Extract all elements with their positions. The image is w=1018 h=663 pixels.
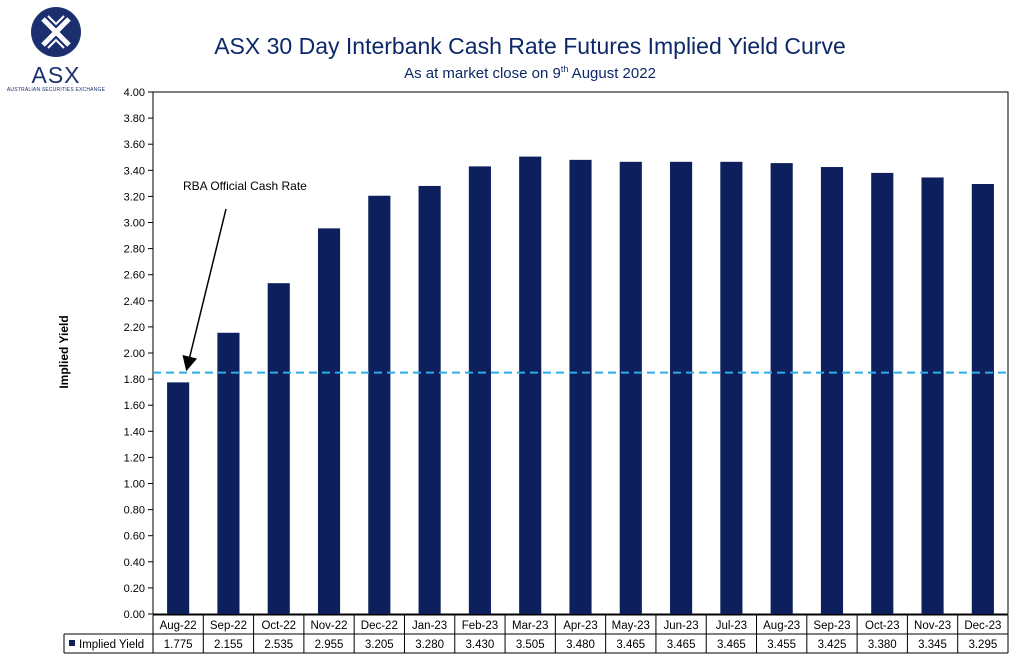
legend-label: Implied Yield [79, 639, 144, 651]
data-label: 3.280 [415, 639, 444, 651]
chart-title: ASX 30 Day Interbank Cash Rate Futures I… [214, 33, 846, 59]
x-tick-label: Jun-23 [664, 620, 699, 632]
bar [921, 177, 944, 615]
subtitle-prefix: As at market close on 9 [404, 65, 561, 82]
y-tick-label: 1.80 [124, 374, 145, 386]
reference-line-label: RBA Official Cash Rate [183, 179, 307, 193]
data-label: 2.155 [214, 639, 243, 651]
y-tick-label: 4.00 [124, 87, 145, 99]
x-tick-label: Feb-23 [462, 620, 498, 632]
bar [971, 184, 994, 614]
bar [720, 161, 743, 614]
data-label: 2.535 [264, 639, 293, 651]
y-tick-label: 2.20 [124, 322, 145, 334]
y-tick-label: 0.20 [124, 583, 145, 595]
bar [267, 283, 290, 614]
reference-arrow [182, 208, 227, 372]
y-tick-label: 1.40 [124, 426, 145, 438]
x-tick-label: Nov-22 [310, 620, 347, 632]
y-tick-label: 3.60 [124, 139, 145, 151]
bar [468, 166, 491, 614]
data-label: 3.505 [516, 639, 545, 651]
bar [217, 332, 240, 614]
logo-subtext: AUSTRALIAN SECURITIES EXCHANGE [6, 87, 106, 93]
data-label: 3.345 [918, 639, 947, 651]
bar [770, 163, 793, 614]
chart-subtitle: As at market close on 9th August 2022 [130, 64, 930, 82]
x-tick-label: Oct-22 [261, 620, 296, 632]
legend-swatch [69, 640, 75, 646]
y-tick-label: 3.40 [124, 165, 145, 177]
y-tick-label: 2.60 [124, 270, 145, 282]
y-tick-label: 1.20 [124, 452, 145, 464]
data-label: 3.465 [667, 639, 696, 651]
x-tick-label: Mar-23 [512, 620, 548, 632]
data-label: 3.425 [818, 639, 847, 651]
x-tick-label: Jan-23 [412, 620, 447, 632]
data-label: 3.465 [717, 639, 746, 651]
data-label: 3.430 [466, 639, 495, 651]
x-tick-label: Sep-22 [210, 620, 247, 632]
y-tick-label: 1.00 [124, 479, 145, 491]
data-label: 3.205 [365, 639, 394, 651]
bar [519, 156, 542, 614]
bar [670, 161, 693, 614]
subtitle-suffix: August 2022 [568, 65, 656, 82]
asx-emblem-icon [31, 7, 81, 57]
data-label: 3.295 [968, 639, 997, 651]
data-label: 2.955 [315, 639, 344, 651]
bar [167, 382, 190, 614]
bar [418, 185, 441, 614]
y-tick-label: 2.00 [124, 348, 145, 360]
subtitle-sup: th [560, 64, 569, 74]
y-tick-label: 0.40 [124, 557, 145, 569]
x-tick-label: Aug-22 [160, 620, 197, 632]
bar [871, 172, 894, 614]
y-tick-label: 3.80 [124, 113, 145, 125]
x-tick-label: Nov-23 [914, 620, 951, 632]
bar [569, 159, 592, 615]
x-tick-label: Oct-23 [865, 620, 900, 632]
data-label: 3.380 [868, 639, 897, 651]
asx-logo: ASX AUSTRALIAN SECURITIES EXCHANGE [6, 4, 106, 96]
logo-text: ASX [31, 62, 81, 88]
x-tick-label: Dec-23 [964, 620, 1001, 632]
y-tick-label: 0.60 [124, 531, 145, 543]
y-tick-label: 3.20 [124, 191, 145, 203]
bar [317, 228, 341, 614]
bar [368, 195, 391, 614]
y-tick-label: 2.80 [124, 244, 145, 256]
x-tick-label: Sep-23 [813, 620, 850, 632]
y-tick-label: 1.60 [124, 400, 145, 412]
y-tick-label: 0.80 [124, 505, 145, 517]
y-tick-label: 3.00 [124, 218, 145, 230]
bar [619, 161, 642, 614]
y-tick-label: 0.00 [124, 609, 145, 621]
x-tick-label: Jul-23 [716, 620, 747, 632]
y-tick-label: 2.40 [124, 296, 145, 308]
x-tick-label: May-23 [612, 620, 650, 632]
x-tick-label: Aug-23 [763, 620, 800, 632]
x-tick-label: Dec-22 [361, 620, 398, 632]
data-label: 3.480 [566, 639, 595, 651]
data-label: 3.465 [616, 639, 645, 651]
data-label: 3.455 [767, 639, 796, 651]
x-tick-label: Apr-23 [563, 620, 598, 632]
data-label: 1.775 [164, 639, 193, 651]
bar [820, 167, 844, 614]
